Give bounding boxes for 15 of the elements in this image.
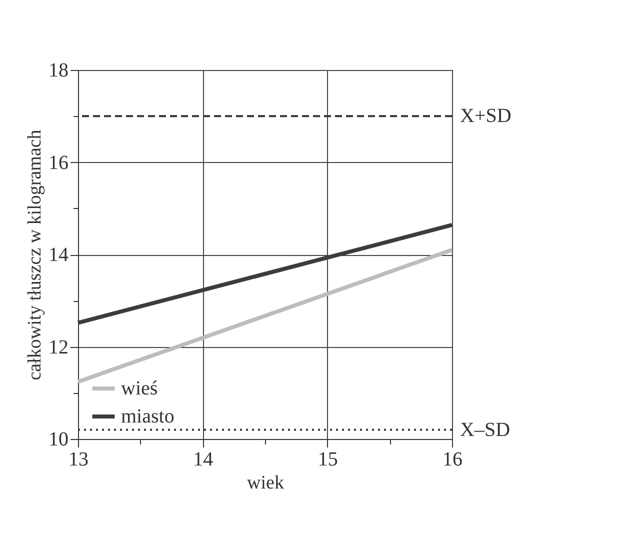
legend-label: miasto (121, 406, 174, 428)
ref-line-label: X+SD (460, 105, 512, 128)
x-tick-label: 15 (318, 448, 338, 470)
y-axis-title: całkowity tłuszcz w kilogramach (24, 129, 46, 380)
ref-line-label: X–SD (460, 418, 510, 441)
y-tick-label: 18 (48, 60, 68, 82)
legend-label: wieś (121, 378, 158, 400)
y-tick-label: 16 (48, 152, 68, 174)
x-axis-title: wiek (247, 472, 284, 494)
x-tick-label: 13 (68, 448, 88, 470)
y-tick-label: 14 (48, 244, 68, 266)
y-tick-label: 10 (48, 428, 68, 450)
y-tick-label: 12 (48, 336, 68, 358)
x-tick-label: 14 (193, 448, 214, 470)
x-tick-label: 16 (442, 448, 462, 470)
